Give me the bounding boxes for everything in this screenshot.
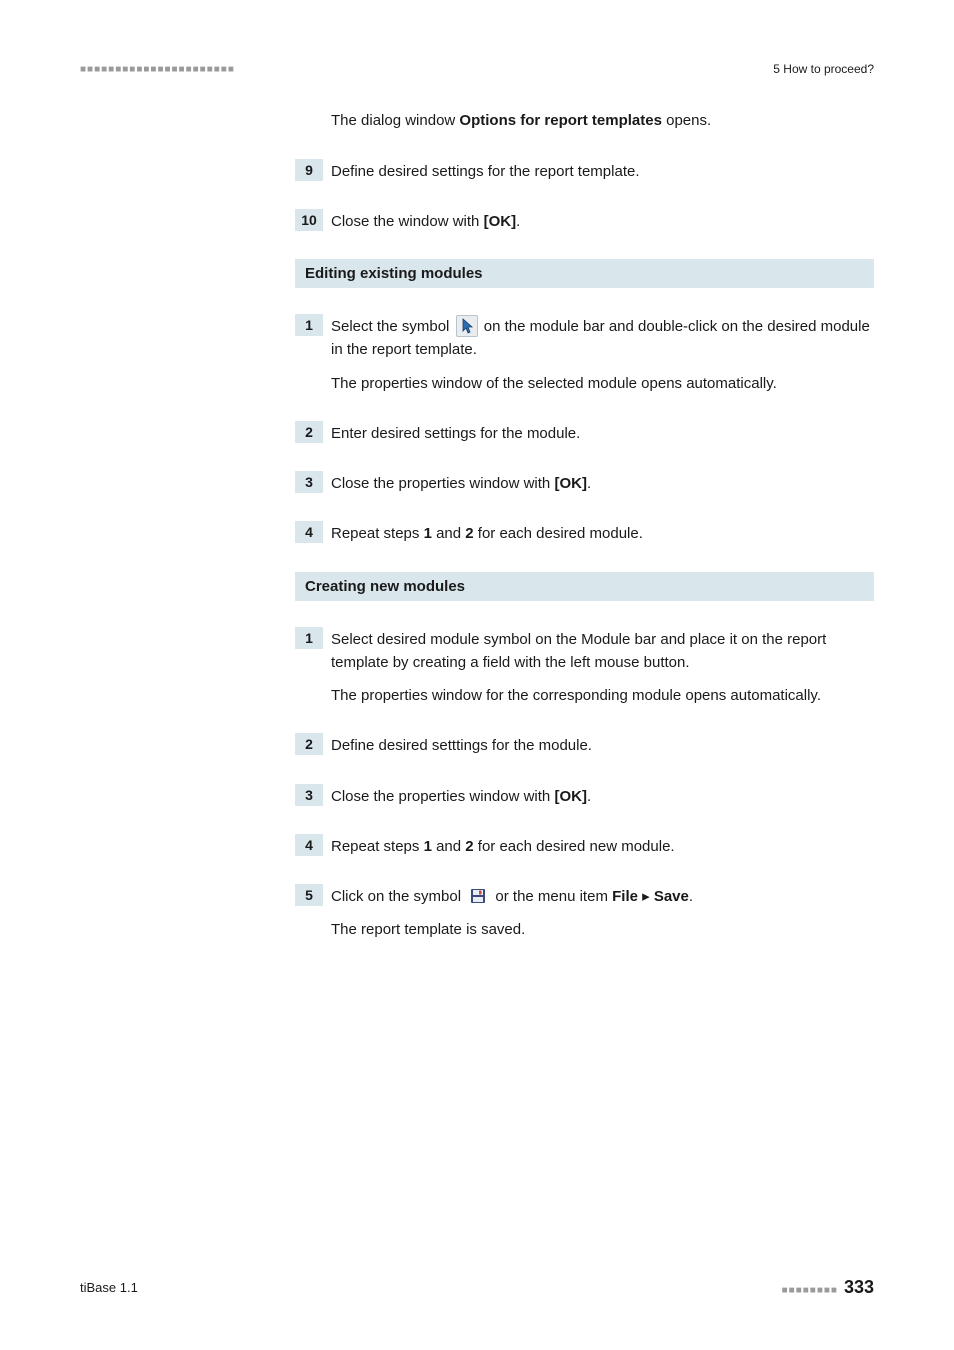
footer-ornament-dots: ■■■■■■■■ (782, 1285, 838, 1296)
text-prefix: Click on the symbol (331, 888, 465, 905)
step-text: Define desired settings for the report t… (331, 160, 874, 183)
text-prefix: Close the properties window with (331, 475, 554, 492)
step-text: Close the properties window with [OK]. (331, 785, 874, 808)
text-prefix: Close the window with (331, 213, 484, 230)
step-body: Close the window with [OK]. (331, 209, 874, 233)
step-number-badge: 4 (295, 521, 323, 543)
text-prefix: Repeat steps (331, 525, 424, 542)
cursor-select-icon (456, 315, 478, 337)
step-text: Enter desired settings for the module. (331, 422, 874, 445)
header-section-title: 5 How to proceed? (773, 62, 874, 76)
step-body: Select desired module symbol on the Modu… (331, 627, 874, 708)
section-heading-creating: Creating new modules (295, 572, 874, 601)
text-suffix: . (587, 475, 591, 492)
footer-right-group: ■■■■■■■■ 333 (782, 1277, 874, 1298)
header-ornament-dots: ■■■■■■■■■■■■■■■■■■■■■■ (80, 64, 235, 75)
step-text-line2: The report template is saved. (331, 918, 874, 941)
step-number-badge: 1 (295, 314, 323, 336)
text-b2: 2 (465, 838, 473, 855)
text-prefix: Close the properties window with (331, 788, 554, 805)
document-page: ■■■■■■■■■■■■■■■■■■■■■■ 5 How to proceed?… (0, 0, 954, 1350)
step-text: Close the window with [OK]. (331, 210, 874, 233)
step-number-badge: 3 (295, 471, 323, 493)
text-mid: and (432, 838, 465, 855)
text-b2: 2 (465, 525, 473, 542)
footer-page-number: 333 (844, 1277, 874, 1298)
step-number-badge: 5 (295, 884, 323, 906)
step-number-badge: 10 (295, 209, 323, 231)
step-number-badge: 2 (295, 421, 323, 443)
text-bold: [OK] (554, 475, 587, 492)
step-body: Repeat steps 1 and 2 for each desired ne… (331, 834, 874, 858)
create-step-2: 2 Define desired setttings for the modul… (295, 733, 874, 757)
menu-save: Save (654, 888, 689, 905)
step-body: Close the properties window with [OK]. (331, 471, 874, 495)
step-text: Define desired setttings for the module. (331, 734, 874, 757)
section-heading-editing: Editing existing modules (295, 259, 874, 288)
text-suffix: . (587, 788, 591, 805)
step-number-badge: 1 (295, 627, 323, 649)
create-step-4: 4 Repeat steps 1 and 2 for each desired … (295, 834, 874, 858)
step-text-line1: Click on the symbol or the menu item Fil… (331, 885, 874, 908)
step-body: Enter desired settings for the module. (331, 421, 874, 445)
menu-separator: ▸ (638, 888, 654, 905)
edit-step-3: 3 Close the properties window with [OK]. (295, 471, 874, 495)
text-suffix: for each desired module. (474, 525, 643, 542)
step-9: 9 Define desired settings for the report… (295, 159, 874, 183)
step-body: Click on the symbol or the menu item Fil… (331, 884, 874, 942)
step-text-line1: Select the symbol on the module bar and … (331, 315, 874, 362)
create-step-3: 3 Close the properties window with [OK]. (295, 784, 874, 808)
step-number-badge: 9 (295, 159, 323, 181)
text-suffix: . (689, 888, 693, 905)
text-b1: 1 (424, 525, 432, 542)
step-text: Repeat steps 1 and 2 for each desired mo… (331, 522, 874, 545)
intro-bold: Options for report templates (459, 112, 662, 129)
step-text-line2: The properties window of the selected mo… (331, 372, 874, 395)
create-step-5: 5 Click on the symbol or the menu item F… (295, 884, 874, 942)
step-10: 10 Close the window with [OK]. (295, 209, 874, 233)
step-number-badge: 2 (295, 733, 323, 755)
create-step-1: 1 Select desired module symbol on the Mo… (295, 627, 874, 708)
text-b1: 1 (424, 838, 432, 855)
text-mid: and (432, 525, 465, 542)
step-text-line2: The properties window for the correspond… (331, 684, 874, 707)
text-bold: [OK] (554, 788, 587, 805)
footer-product-name: tiBase 1.1 (80, 1280, 138, 1295)
step-body: Select the symbol on the module bar and … (331, 314, 874, 395)
main-content: The dialog window Options for report tem… (295, 110, 874, 968)
text-suffix: . (516, 213, 520, 230)
text-bold: [OK] (484, 213, 517, 230)
save-floppy-icon (467, 885, 489, 907)
text-prefix: Select the symbol (331, 318, 454, 335)
step-body: Define desired settings for the report t… (331, 159, 874, 183)
step-number-badge: 4 (295, 834, 323, 856)
edit-step-4: 4 Repeat steps 1 and 2 for each desired … (295, 521, 874, 545)
step-body: Close the properties window with [OK]. (331, 784, 874, 808)
step-body: Define desired setttings for the module. (331, 733, 874, 757)
intro-prefix: The dialog window (331, 112, 459, 129)
text-suffix: for each desired new module. (474, 838, 675, 855)
intro-text: The dialog window Options for report tem… (331, 110, 874, 133)
step-text-line1: Select desired module symbol on the Modu… (331, 628, 874, 675)
edit-step-1: 1 Select the symbol on the module bar an… (295, 314, 874, 395)
edit-step-2: 2 Enter desired settings for the module. (295, 421, 874, 445)
page-footer: tiBase 1.1 ■■■■■■■■ 333 (80, 1277, 874, 1298)
text-mid: or the menu item (495, 888, 612, 905)
menu-file: File (612, 888, 638, 905)
text-prefix: Repeat steps (331, 838, 424, 855)
intro-suffix: opens. (662, 112, 711, 129)
step-body: Repeat steps 1 and 2 for each desired mo… (331, 521, 874, 545)
step-number-badge: 3 (295, 784, 323, 806)
step-text: Close the properties window with [OK]. (331, 472, 874, 495)
step-text: Repeat steps 1 and 2 for each desired ne… (331, 835, 874, 858)
page-header: ■■■■■■■■■■■■■■■■■■■■■■ 5 How to proceed? (80, 62, 874, 76)
